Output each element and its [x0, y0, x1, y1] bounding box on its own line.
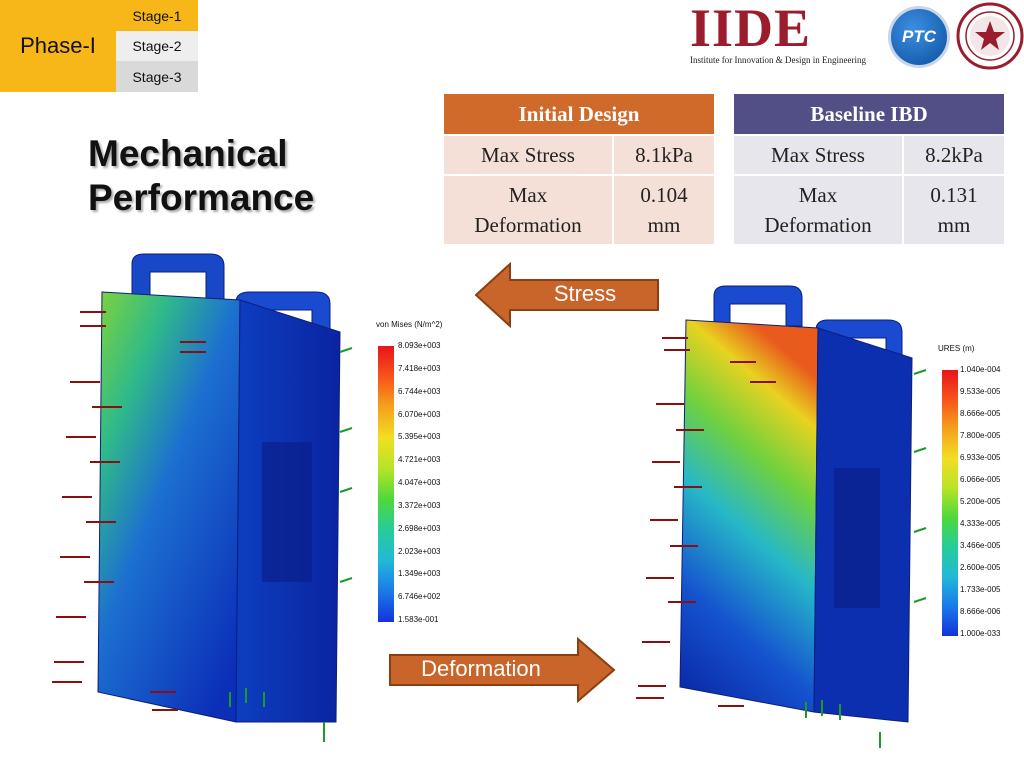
slide-title: Mechanical Performance [88, 132, 314, 220]
title-line-2: Performance [88, 177, 315, 218]
stress-legend-tick: 6.070e+003 [398, 409, 441, 419]
stage-3-tab[interactable]: Stage-3 [116, 61, 198, 92]
deformation-arrow-icon [389, 637, 616, 703]
stress-legend-tick: 7.418e+003 [398, 363, 441, 373]
baseline-ibd-table: Baseline IBD Max Stress 8.2kPa Max Defor… [732, 92, 1006, 246]
baseline-ibd-header: Baseline IBD [734, 94, 1004, 134]
deformation-legend: URES (m) 1.040e-004 9.533e-005 8.666e-005 7… [938, 344, 1024, 644]
initial-max-deformation-value: 0.104 mm [614, 176, 714, 244]
deformation-color-bar [942, 370, 958, 636]
deformation-arrow-label: Deformation [421, 656, 541, 681]
deformation-legend-tick: 8.666e-005 [960, 409, 1001, 418]
deformation-legend-tick: 8.666e-006 [960, 607, 1001, 616]
stress-legend-tick: 1.349e+003 [398, 569, 441, 579]
stress-arrow-icon [474, 262, 659, 328]
iide-logo: IIDE Institute for Innovation & Design i… [690, 0, 880, 68]
deformation-fea-model [636, 285, 927, 748]
stress-legend-title: von Mises (N/m^2) [376, 320, 443, 329]
stress-fea-model [52, 253, 353, 742]
deformation-legend-tick: 5.200e-005 [960, 497, 1001, 506]
baseline-max-stress-value: 8.2kPa [904, 136, 1004, 174]
stress-color-bar [378, 346, 394, 622]
stress-legend-tick: 6.744e+003 [398, 386, 441, 396]
deformation-legend-tick: 6.933e-005 [960, 453, 1001, 462]
deformation-legend-title: URES (m) [938, 344, 975, 353]
stage-2-tab[interactable]: Stage-2 [116, 31, 198, 61]
baseline-max-deformation-value: 0.131 mm [904, 176, 1004, 244]
deformation-legend-tick: 6.066e-005 [960, 475, 1001, 484]
stress-legend-tick: 6.746e+002 [398, 592, 441, 602]
baseline-max-stress-label: Max Stress [734, 136, 902, 174]
deformation-legend-tick: 3.466e-005 [960, 541, 1001, 550]
stress-legend-tick: 2.698e+003 [398, 523, 441, 533]
phase-label[interactable]: Phase-I [0, 0, 116, 92]
stress-legend-tick: 4.721e+003 [398, 455, 441, 465]
iide-logo-subtitle: Institute for Innovation & Design in Eng… [690, 55, 866, 65]
deformation-legend-tick: 1.733e-005 [960, 585, 1001, 594]
stress-legend: von Mises (N/m^2) 8.093e+003 7.418e+003 6.… [376, 320, 476, 630]
stage-1-tab[interactable]: Stage-1 [116, 0, 198, 31]
deformation-legend-tick: 4.333e-005 [960, 519, 1001, 528]
university-seal-icon [956, 2, 1024, 70]
initial-design-header: Initial Design [444, 94, 714, 134]
stress-legend-tick: 5.395e+003 [398, 432, 441, 442]
deformation-legend-tick: 1.040e-004 [960, 365, 1001, 374]
stress-legend-tick: 4.047e+003 [398, 478, 441, 487]
iide-logo-letters: IIDE [690, 0, 812, 58]
stress-legend-tick: 3.372e+003 [398, 500, 441, 510]
stress-legend-tick: 8.093e+003 [398, 341, 441, 350]
deformation-legend-tick: 2.600e-005 [960, 563, 1001, 572]
deformation-legend-tick: 1.000e-033 [960, 629, 1001, 638]
stress-arrow-label: Stress [553, 281, 617, 306]
deformation-legend-tick: 9.533e-005 [960, 387, 1001, 396]
stress-legend-tick: 1.583e-001 [398, 615, 439, 624]
initial-max-deformation-label: Max Deformation [444, 176, 612, 244]
baseline-max-deformation-label: Max Deformation [734, 176, 902, 244]
ptc-logo: PTC [888, 6, 950, 68]
initial-design-table: Initial Design Max Stress 8.1kPa Max Def… [442, 92, 716, 246]
initial-max-stress-label: Max Stress [444, 136, 612, 174]
title-line-1: Mechanical [88, 133, 288, 174]
initial-max-stress-value: 8.1kPa [614, 136, 714, 174]
deformation-legend-tick: 7.800e-005 [960, 431, 1001, 440]
stress-legend-tick: 2.023e+003 [398, 546, 441, 556]
